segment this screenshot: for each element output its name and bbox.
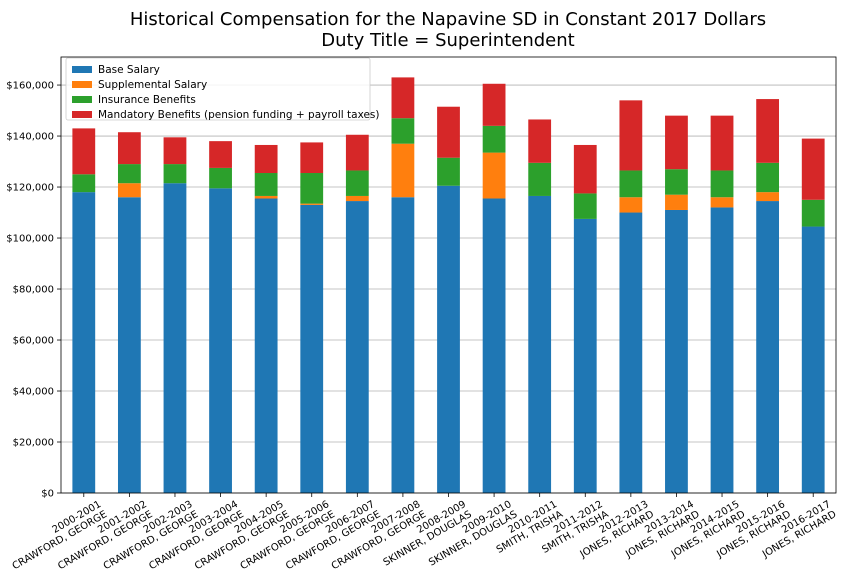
bar-segment-supplemental	[300, 203, 324, 205]
bar-segment-supplemental	[345, 195, 369, 202]
legend-swatch	[72, 96, 92, 103]
bars	[72, 77, 825, 494]
bar-segment-base	[482, 198, 506, 493]
bar-segment-mandatory	[72, 128, 96, 175]
bar-segment-mandatory	[665, 115, 688, 170]
bar-segment-base	[72, 192, 96, 493]
bar-segment-insurance	[391, 118, 415, 144]
chart-title: Historical Compensation for the Napavine…	[130, 9, 766, 30]
bar-segment-base	[573, 218, 597, 493]
legend-label: Mandatory Benefits (pension funding + pa…	[98, 109, 380, 121]
legend-swatch	[72, 111, 92, 118]
bar-segment-insurance	[163, 164, 187, 184]
bar-segment-mandatory	[209, 141, 232, 168]
legend-swatch	[72, 81, 92, 88]
y-tick-label: $140,000	[6, 132, 54, 143]
bar-segment-mandatory	[528, 119, 552, 163]
bar-segment-insurance	[710, 170, 734, 198]
bar-segment-insurance	[801, 199, 825, 227]
legend-label: Base Salary	[98, 64, 160, 76]
y-tick-label: $80,000	[13, 285, 54, 296]
bar-segment-base	[528, 195, 552, 494]
bar-segment-insurance	[117, 164, 141, 184]
bar-segment-base	[209, 188, 232, 493]
bar-segment-base	[619, 212, 643, 493]
bar-segment-base	[300, 204, 324, 493]
bar-segment-insurance	[528, 162, 552, 196]
legend: Base Salary Supplemental Salary Insurance …	[65, 57, 380, 121]
bar-segment-mandatory	[254, 144, 278, 174]
y-axis-ticks: $0 $20,000 $40,000 $60,000 $80,000 $100,000 $1…	[6, 81, 61, 500]
y-tick-label: $0	[41, 489, 54, 500]
legend-box	[65, 57, 371, 121]
y-tick-label: $100,000	[6, 234, 54, 245]
bar-segment-insurance	[300, 173, 324, 204]
bar-segment-supplemental	[665, 194, 688, 210]
bar-segment-insurance	[619, 170, 643, 198]
bar-segment-mandatory	[117, 132, 141, 165]
bar-segment-mandatory	[801, 138, 825, 200]
legend-label: Supplemental Salary	[98, 79, 207, 91]
bar-segment-supplemental	[756, 192, 780, 202]
bar-segment-base	[163, 183, 187, 494]
bar-segment-insurance	[345, 170, 369, 196]
bar-segment-base	[345, 201, 369, 494]
bar-segment-base	[391, 197, 415, 493]
bar-segment-base	[254, 198, 278, 493]
y-tick-label: $40,000	[13, 387, 54, 398]
bar-segment-mandatory	[300, 142, 324, 174]
bar-segment-insurance	[756, 162, 780, 193]
bar-segment-base	[117, 197, 141, 493]
bar-segment-insurance	[72, 174, 96, 193]
y-tick-label: $20,000	[13, 438, 54, 449]
bar-segment-base	[756, 201, 780, 494]
y-tick-label: $60,000	[13, 336, 54, 347]
bar-segment-mandatory	[756, 99, 780, 163]
chart-subtitle: Duty Title = Superintendent	[321, 30, 574, 51]
bar-segment-insurance	[254, 173, 278, 196]
bar-segment-insurance	[209, 167, 232, 189]
bar-segment-insurance	[573, 193, 597, 219]
bar-segment-supplemental	[619, 197, 643, 213]
bar-segment-insurance	[482, 125, 506, 153]
bar-segment-base	[665, 209, 688, 493]
bar-segment-mandatory	[437, 106, 460, 158]
bar-segment-base	[710, 207, 734, 494]
y-tick-label: $120,000	[6, 183, 54, 194]
legend-label: Insurance Benefits	[98, 94, 196, 106]
bar-segment-mandatory	[345, 134, 369, 171]
bar-segment-mandatory	[710, 115, 734, 171]
legend-swatch	[72, 66, 92, 73]
bar-segment-supplemental	[391, 143, 415, 198]
bar-segment-base	[437, 185, 460, 493]
bar-segment-mandatory	[482, 83, 506, 126]
bar-segment-supplemental	[254, 195, 278, 199]
bar-segment-insurance	[437, 157, 460, 186]
bar-segment-mandatory	[163, 137, 187, 165]
bar-segment-mandatory	[619, 100, 643, 171]
bar-segment-mandatory	[573, 144, 597, 194]
bar-segment-supplemental	[117, 183, 141, 198]
bar-segment-supplemental	[482, 152, 506, 199]
bar-segment-supplemental	[710, 197, 734, 208]
bar-segment-mandatory	[391, 77, 415, 119]
y-tick-label: $160,000	[6, 81, 54, 92]
bar-segment-base	[801, 226, 825, 494]
bar-segment-insurance	[665, 169, 688, 195]
